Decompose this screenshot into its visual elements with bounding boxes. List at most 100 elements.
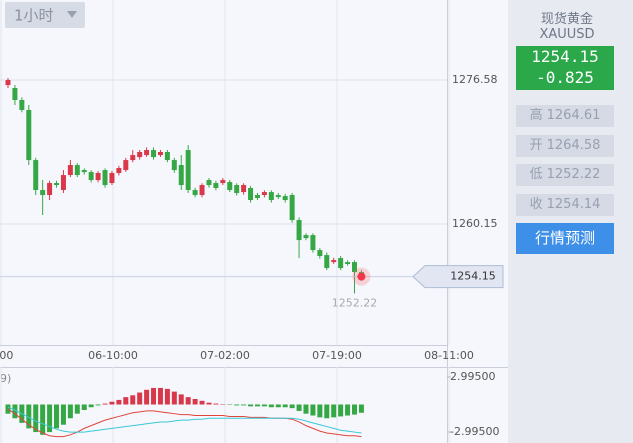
macd-bar <box>74 404 80 414</box>
macd-bar <box>47 404 53 433</box>
y-tick-label: 2.99500 <box>450 370 496 383</box>
macd-bar <box>254 404 260 407</box>
stat-text: 收 <box>529 196 543 212</box>
macd-bar <box>54 404 60 429</box>
candle-body <box>164 151 170 161</box>
candle-body <box>60 175 66 191</box>
candle-body <box>137 151 143 158</box>
macd-bar <box>275 404 281 408</box>
low-label: 1252.22 <box>332 297 378 310</box>
stat-text: 低 <box>529 167 543 182</box>
candle-body <box>248 188 254 201</box>
candle-body <box>74 165 80 176</box>
candle-body <box>157 151 163 156</box>
macd-bar <box>130 395 136 405</box>
candle-body <box>12 88 18 101</box>
candle-body <box>192 190 198 196</box>
macd-bar <box>109 401 115 405</box>
y-tick-label: 1260.15 <box>452 217 498 230</box>
last-price: 1254.15 <box>531 47 599 66</box>
candle-body <box>144 150 150 156</box>
price-tag-label: 1254.15 <box>450 270 496 283</box>
candle-body <box>338 258 344 269</box>
macd-bar <box>12 404 18 419</box>
macd-bar <box>164 388 170 405</box>
x-tick-label: 06-10:00 <box>88 349 138 362</box>
macd-bar <box>95 404 101 406</box>
macd-bar <box>213 403 219 405</box>
macd-bar <box>268 404 274 408</box>
macd-bar <box>26 404 32 429</box>
macd-bar <box>33 404 39 433</box>
candle-body <box>88 172 94 181</box>
stat-row: 开 1264.58 <box>516 134 614 157</box>
stat-row: 低 1252.22 <box>516 164 614 186</box>
candle-body <box>345 262 351 265</box>
candle-body <box>171 160 177 171</box>
macd-bar <box>282 404 288 408</box>
candle-body <box>95 173 101 181</box>
candle-body <box>227 182 233 191</box>
candle-body <box>54 183 60 186</box>
instrument-symbol: XAUUSD <box>539 27 595 42</box>
stat-text: 1254.14 <box>546 196 601 212</box>
macd-bar <box>67 404 73 419</box>
macd-dea-line <box>7 406 362 434</box>
price-change: -0.825 <box>536 68 594 87</box>
candle-body <box>123 160 129 171</box>
macd-bar <box>352 404 357 415</box>
candle-body <box>261 192 267 196</box>
candle-body <box>102 170 108 186</box>
candle-body <box>234 185 240 194</box>
x-tick-label: 07-19:00 <box>312 349 362 362</box>
candle-body <box>241 185 247 193</box>
timeframe-dropdown[interactable] <box>5 2 85 28</box>
macd-bar <box>261 404 267 407</box>
macd-bar <box>123 397 129 405</box>
macd-bar <box>310 404 316 416</box>
candle-body <box>67 165 73 176</box>
y-tick-label: 1276.58 <box>452 73 498 86</box>
x-tick-label: 07-02:00 <box>200 349 250 362</box>
candle-body <box>296 220 302 241</box>
dropdown-arrow <box>67 11 77 18</box>
macd-bar <box>157 387 163 405</box>
candle-body <box>352 262 357 273</box>
candle-body <box>151 150 157 158</box>
macd-bar <box>88 404 94 408</box>
forecast-button[interactable]: 行情预测 <box>516 223 614 254</box>
candle-body <box>178 165 184 186</box>
candle-body <box>81 170 87 173</box>
macd-dif-line <box>7 408 362 438</box>
candle-body <box>331 260 337 263</box>
candle-body <box>289 195 295 221</box>
stat-row: 收 1254.14 <box>516 193 614 216</box>
chart: 1小时 9) 0:00 06-10:00 07-02:00 07-19:00 08-11… <box>0 0 508 443</box>
stat-text: 1264.61 <box>546 108 601 123</box>
candle-body <box>109 173 115 184</box>
macd-label: 9) <box>0 372 11 385</box>
candle-body <box>220 180 226 184</box>
macd-bar <box>317 404 323 418</box>
macd-bar <box>206 402 212 405</box>
candle-body <box>303 235 309 239</box>
x-tick-label: 0:00 <box>0 349 13 362</box>
macd-bar <box>116 399 122 405</box>
candle-body <box>47 183 53 196</box>
candle-body <box>275 195 281 198</box>
price-tag <box>412 265 504 289</box>
candle-body <box>33 160 39 191</box>
macd-bar <box>171 391 177 405</box>
macd-bar <box>81 404 87 411</box>
macd-bar <box>178 394 184 405</box>
macd-bar <box>40 404 46 435</box>
candle-body <box>324 255 330 269</box>
stat-text: 1252.22 <box>546 167 601 182</box>
candle-body <box>317 250 323 257</box>
macd-bar <box>248 404 254 407</box>
macd-bar <box>185 397 191 405</box>
macd-bar <box>102 403 108 405</box>
macd-bar <box>60 404 66 425</box>
candle-body <box>185 150 191 191</box>
candle-body <box>213 183 219 189</box>
